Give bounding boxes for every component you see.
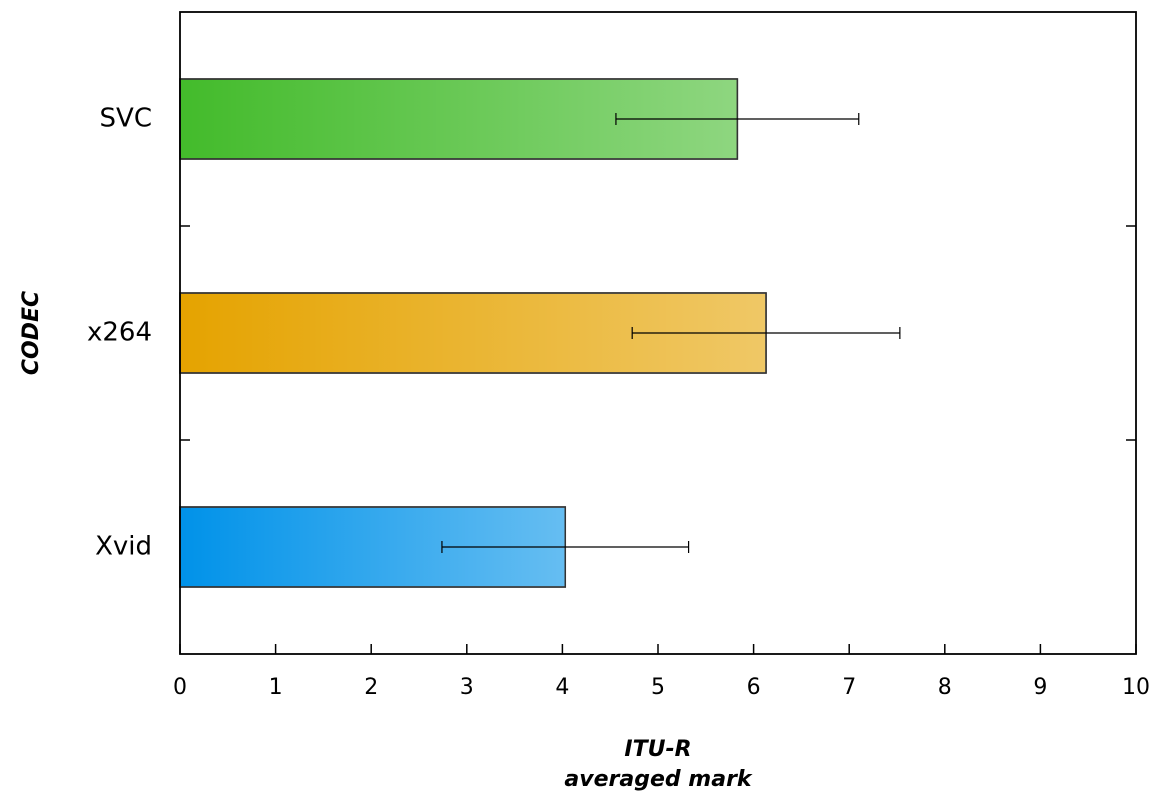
x-tick-label: 8: [938, 675, 952, 700]
error-bar: [631, 327, 901, 339]
error-bar: [441, 541, 690, 553]
x-tick-label: 5: [651, 675, 665, 700]
x-tick-label: 0: [173, 675, 187, 700]
y-axis-label: CODEC: [19, 291, 44, 375]
x-axis-label: ITU-R: [624, 737, 691, 762]
y-tick-label: SVC: [100, 104, 152, 134]
plot-frame: [179, 11, 1137, 655]
x-tick-label: 7: [842, 675, 856, 700]
error-bar: [615, 113, 860, 125]
y-tick-label: x264: [87, 318, 152, 348]
x-tick-label: 3: [460, 675, 474, 700]
x-tick-label: 6: [747, 675, 761, 700]
x-tick-label: 10: [1122, 675, 1150, 700]
x-tick-label: 4: [555, 675, 569, 700]
x-tick-label: 1: [269, 675, 283, 700]
x-axis-label: averaged mark: [564, 767, 752, 792]
x-tick-label: 2: [364, 675, 378, 700]
x-tick-label: 9: [1033, 675, 1047, 700]
y-tick-label: Xvid: [95, 532, 152, 562]
